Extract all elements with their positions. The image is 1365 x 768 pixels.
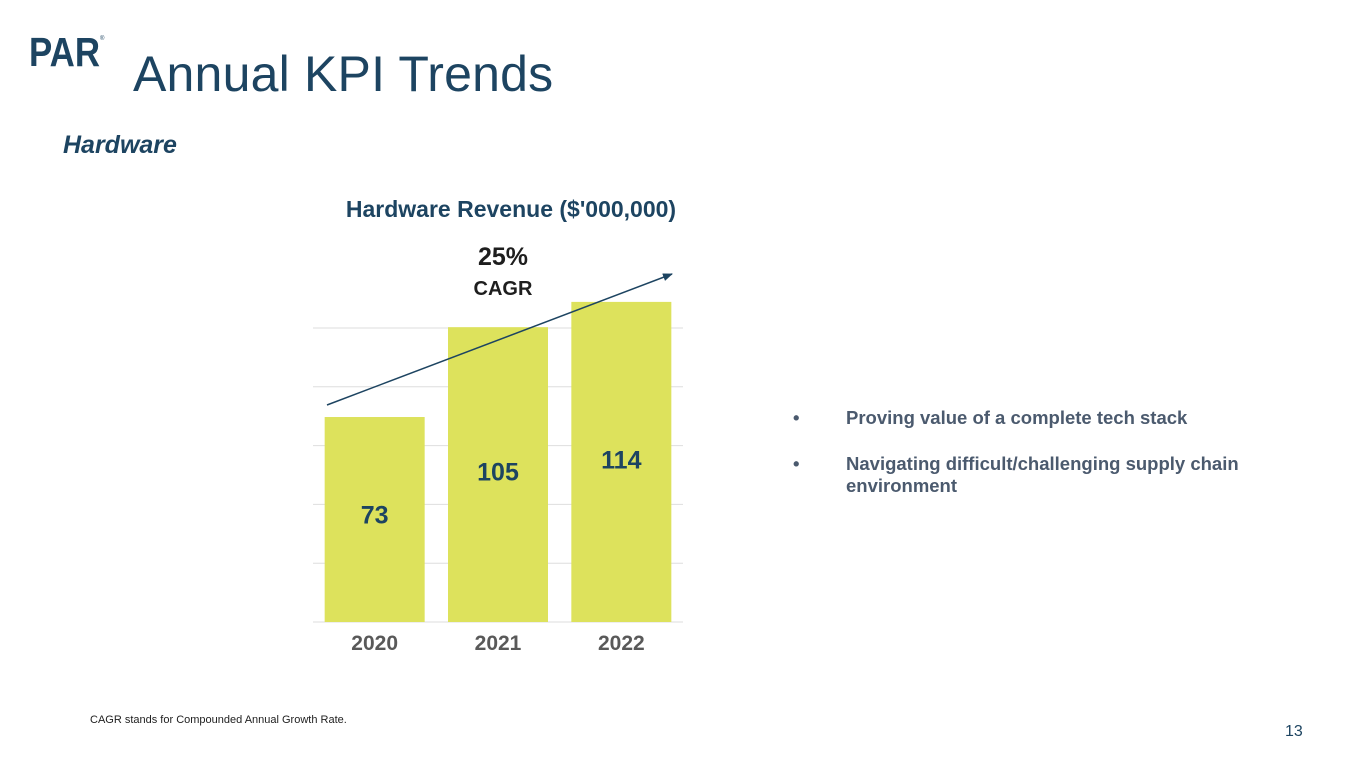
svg-text:®: ® (100, 35, 105, 42)
page-number: 13 (1285, 723, 1303, 740)
data-label: 73 (361, 502, 389, 530)
chart-title: Hardware Revenue ($'000,000) (346, 196, 676, 222)
data-label: 114 (601, 446, 641, 474)
key-points-list: • Proving value of a complete tech stack… (793, 407, 1313, 521)
cagr-label: CAGR (474, 278, 533, 300)
bar-2021 (448, 327, 548, 622)
par-logo: PAR ® (29, 33, 105, 67)
bar-2022 (571, 301, 672, 622)
bullet-text: Navigating difficult/challenging supply … (846, 453, 1239, 496)
x-tick-label: 2020 (351, 632, 398, 655)
cagr-value: 25% (478, 243, 528, 271)
data-label: 105 (477, 458, 519, 486)
bullet-item: • Navigating difficult/challenging suppl… (793, 453, 1313, 497)
bullet-text: Proving value of a complete tech stack (846, 407, 1188, 428)
bar-2020 (324, 417, 425, 622)
x-tick-label: 2022 (598, 632, 645, 655)
x-tick-label: 2021 (475, 632, 522, 655)
section-subtitle: Hardware (63, 131, 177, 159)
page-title: Annual KPI Trends (133, 46, 554, 102)
bullet-symbol: • (793, 407, 800, 428)
svg-text:PAR: PAR (29, 33, 100, 67)
bullet-symbol: • (793, 453, 800, 474)
bullet-item: • Proving value of a complete tech stack (793, 407, 1313, 429)
cagr-trend-arrow (326, 273, 673, 406)
footnote: CAGR stands for Compounded Annual Growth… (90, 714, 347, 726)
